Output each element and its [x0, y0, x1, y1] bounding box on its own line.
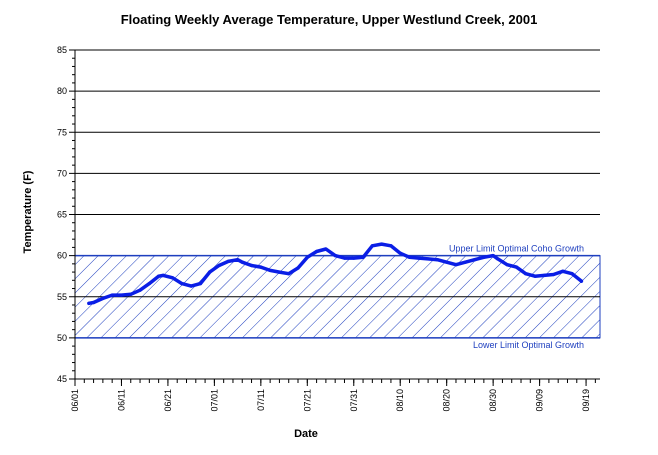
temperature-data-point: [463, 260, 467, 264]
temperature-data-point: [296, 266, 300, 270]
temperature-data-point: [287, 272, 291, 276]
temperature-data-point: [482, 255, 486, 259]
temperature-data-point: [217, 263, 221, 268]
temperature-data-point: [426, 257, 430, 261]
band-lower-label: Lower Limit Optimal Growth: [473, 340, 584, 350]
temperature-data-point: [119, 293, 124, 297]
temperature-data-point: [161, 273, 165, 277]
band-upper-label: Upper Limit Optimal Coho Growth: [449, 244, 584, 254]
temperature-data-point: [570, 272, 574, 276]
temperature-data-point: [389, 244, 393, 248]
temperature-data-point: [333, 254, 337, 258]
temperature-data-point: [417, 256, 421, 260]
temperature-data-point: [435, 258, 439, 262]
temperature-data-point: [352, 256, 356, 260]
x-tick-label: 08/20: [442, 389, 452, 412]
temperature-data-point: [445, 260, 449, 264]
temperature-data-point: [110, 293, 114, 297]
y-tick-label: 50: [57, 333, 67, 343]
x-axis-title: Date: [294, 428, 318, 440]
temperature-data-point: [496, 257, 500, 261]
temperature-data-point: [208, 270, 212, 274]
temperature-data-point: [542, 273, 546, 277]
temperature-data-point: [180, 281, 184, 286]
x-tick-label: 07/11: [256, 389, 266, 411]
chart-title: Floating Weekly Average Temperature, Upp…: [120, 12, 538, 27]
x-tick-label: 08/10: [395, 389, 405, 412]
temperature-data-point: [361, 255, 365, 259]
y-tick-label: 70: [57, 168, 67, 178]
temperature-data-point: [454, 263, 458, 267]
y-tick-label: 55: [57, 292, 67, 302]
temperature-data-point: [533, 274, 537, 278]
temperature-data-point: [138, 288, 142, 292]
temperature-data-point: [491, 254, 495, 258]
temperature-data-point: [380, 242, 384, 246]
temperature-data-point: [157, 274, 161, 278]
temperature-data-point: [189, 284, 193, 288]
x-tick-label: 06/01: [70, 389, 80, 412]
temperature-data-point: [129, 292, 133, 296]
x-tick-label: 06/21: [163, 389, 173, 412]
temperature-data-point: [505, 263, 509, 267]
temperature-data-point: [305, 255, 309, 259]
temperature-data-point: [147, 281, 151, 286]
temperature-data-point: [198, 281, 203, 286]
y-tick-label: 80: [57, 86, 67, 96]
x-tick-label: 09/09: [535, 389, 545, 412]
temperature-data-point: [240, 260, 244, 264]
temperature-data-point: [87, 301, 91, 305]
temperature-data-point: [472, 258, 477, 262]
x-tick-label: 07/31: [349, 389, 359, 412]
y-tick-label: 85: [57, 45, 67, 55]
temperature-data-point: [249, 263, 254, 268]
temperature-data-point: [561, 269, 565, 273]
temperature-data-point: [579, 279, 584, 283]
temperature-data-point: [101, 296, 105, 300]
temperature-data-point: [398, 251, 402, 255]
temperature-data-point: [259, 265, 263, 269]
y-tick-label: 65: [57, 210, 67, 220]
y-tick-label: 45: [57, 374, 67, 384]
temperature-data-point: [524, 272, 528, 276]
temperature-data-point: [277, 270, 282, 274]
temperature-data-point: [514, 265, 518, 269]
temperature-data-point: [91, 300, 96, 305]
y-axis-title: Temperature (F): [22, 170, 34, 254]
temperature-data-point: [407, 255, 412, 259]
y-tick-label: 75: [57, 127, 67, 137]
temperature-data-point: [170, 276, 175, 280]
temperature-data-point: [342, 256, 347, 260]
x-tick-label: 06/11: [116, 389, 126, 411]
x-tick-label: 08/30: [488, 389, 498, 412]
temperature-data-point: [551, 272, 556, 277]
x-tick-label: 07/21: [302, 389, 312, 412]
temperature-data-point: [226, 259, 230, 263]
x-tick-label: 09/19: [581, 389, 591, 412]
temperature-data-point: [236, 258, 240, 262]
temperature-data-point: [324, 247, 328, 251]
temperature-data-point: [268, 268, 272, 273]
x-tick-label: 07/01: [209, 389, 219, 412]
y-tick-label: 60: [57, 251, 67, 261]
temperature-data-point: [370, 244, 374, 248]
temperature-data-point: [314, 249, 319, 254]
